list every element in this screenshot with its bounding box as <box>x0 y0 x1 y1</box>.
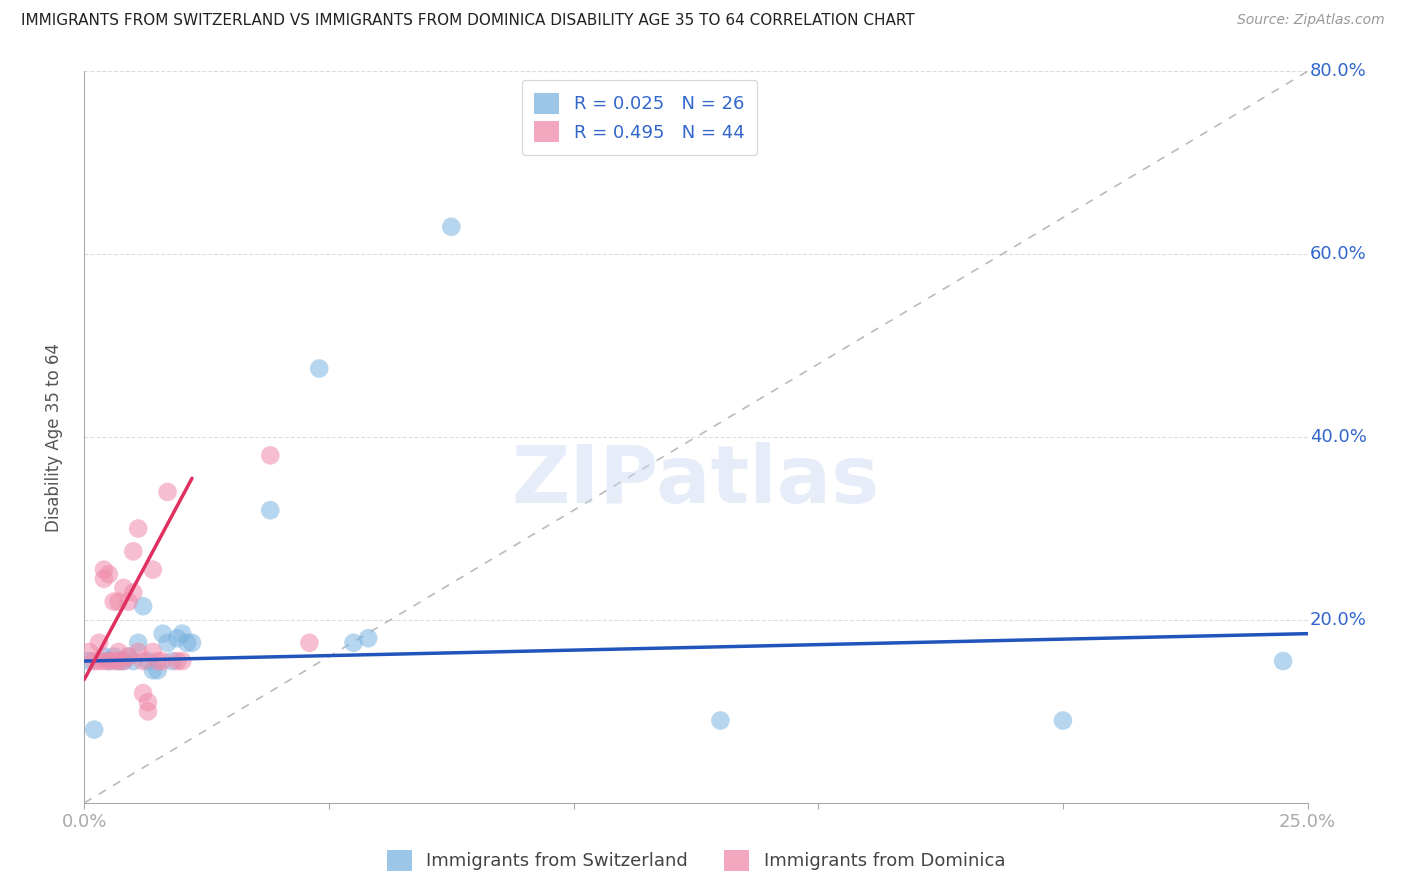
Point <box>107 645 129 659</box>
Point <box>132 599 155 614</box>
Point <box>152 654 174 668</box>
Point <box>77 645 100 659</box>
Point <box>162 654 184 668</box>
Point <box>97 654 120 668</box>
Point <box>298 636 321 650</box>
Point <box>103 654 125 668</box>
Text: 20.0%: 20.0% <box>1310 611 1367 629</box>
Point <box>259 503 281 517</box>
Point <box>308 361 330 376</box>
Point <box>1052 714 1074 728</box>
Text: Source: ZipAtlas.com: Source: ZipAtlas.com <box>1237 13 1385 28</box>
Point <box>132 686 155 700</box>
Point <box>136 654 159 668</box>
Text: 80.0%: 80.0% <box>1310 62 1367 80</box>
Point <box>122 585 145 599</box>
Point <box>107 594 129 608</box>
Legend: Immigrants from Switzerland, Immigrants from Dominica: Immigrants from Switzerland, Immigrants … <box>380 843 1012 878</box>
Point <box>107 654 129 668</box>
Point <box>107 654 129 668</box>
Point <box>146 654 169 668</box>
Point <box>103 649 125 664</box>
Point <box>136 695 159 709</box>
Point <box>709 714 731 728</box>
Point <box>440 219 463 234</box>
Point <box>156 636 179 650</box>
Point <box>342 636 364 650</box>
Point <box>122 544 145 558</box>
Point <box>136 705 159 719</box>
Point <box>156 485 179 500</box>
Point <box>1272 654 1295 668</box>
Point <box>259 449 281 463</box>
Point <box>112 654 135 668</box>
Point <box>93 654 115 668</box>
Point <box>357 632 380 646</box>
Text: 40.0%: 40.0% <box>1310 428 1367 446</box>
Point <box>83 654 105 668</box>
Point <box>117 649 139 664</box>
Point <box>117 594 139 608</box>
Point <box>142 563 165 577</box>
Point <box>87 654 110 668</box>
Point <box>83 723 105 737</box>
Point <box>181 636 204 650</box>
Point <box>122 654 145 668</box>
Point <box>152 626 174 640</box>
Point <box>97 567 120 582</box>
Point <box>166 632 188 646</box>
Point <box>93 572 115 586</box>
Point <box>166 654 188 668</box>
Point <box>97 654 120 668</box>
Point <box>172 626 194 640</box>
Point <box>87 636 110 650</box>
Point <box>93 563 115 577</box>
Point <box>127 636 149 650</box>
Text: 60.0%: 60.0% <box>1310 245 1367 263</box>
Point <box>142 663 165 677</box>
Point <box>127 521 149 535</box>
Point <box>146 663 169 677</box>
Point <box>172 654 194 668</box>
Text: IMMIGRANTS FROM SWITZERLAND VS IMMIGRANTS FROM DOMINICA DISABILITY AGE 35 TO 64 : IMMIGRANTS FROM SWITZERLAND VS IMMIGRANT… <box>21 13 915 29</box>
Point <box>77 654 100 668</box>
Point <box>93 649 115 664</box>
Point <box>142 645 165 659</box>
Point <box>132 654 155 668</box>
Point <box>112 654 135 668</box>
Point <box>103 594 125 608</box>
Point <box>117 649 139 664</box>
Point <box>176 636 198 650</box>
Point <box>127 645 149 659</box>
Point <box>112 581 135 595</box>
Text: ZIPatlas: ZIPatlas <box>512 442 880 520</box>
Y-axis label: Disability Age 35 to 64: Disability Age 35 to 64 <box>45 343 63 532</box>
